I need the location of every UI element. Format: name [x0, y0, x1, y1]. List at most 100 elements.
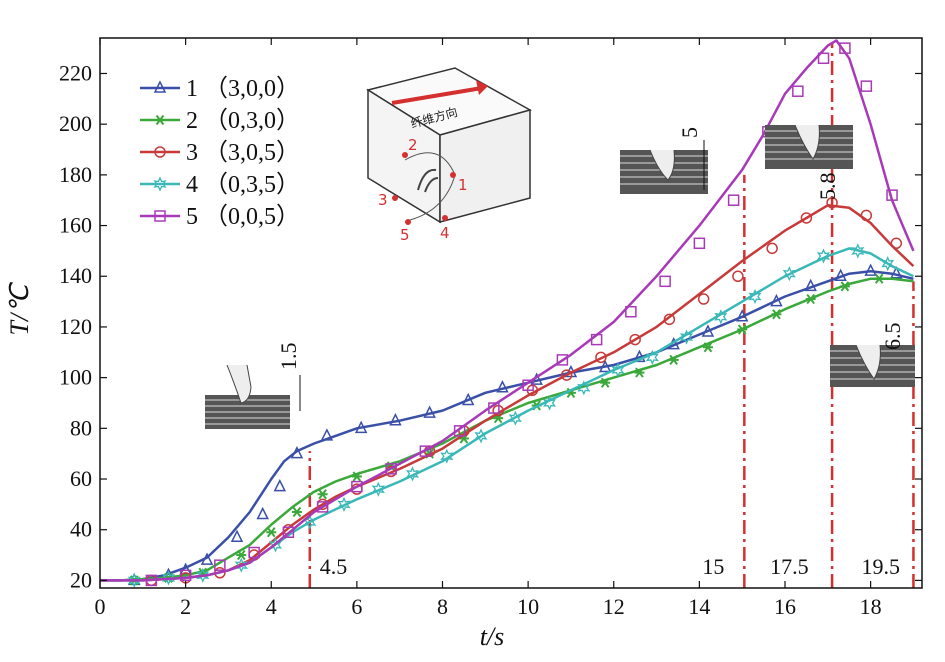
cut-depth-1-5: 1.5 — [276, 343, 301, 371]
series-2-point — [634, 367, 645, 378]
series-1-point — [496, 380, 509, 393]
series-5-point — [179, 569, 192, 582]
series-5-point — [886, 189, 898, 201]
series-1-point — [598, 359, 612, 373]
series-4-point — [851, 243, 865, 259]
series-2-point — [236, 549, 247, 561]
series-4-point — [405, 466, 420, 482]
legend-label-5: 5 （0,0,5） — [186, 204, 300, 230]
vline-label-1: 15 — [702, 554, 724, 579]
legend: 1 （3,0,0） 2 （0,3,0） 3 （3,0,5） 4 （0,3,5） 5 （0… — [140, 76, 300, 230]
y-tick-label: 80 — [70, 415, 92, 440]
series-2-point — [600, 377, 611, 388]
reference-lines: 4.5 15 17.5 19.5 — [308, 43, 915, 588]
inset-point-4: 4 — [440, 224, 450, 242]
x-tick-label: 0 — [95, 594, 106, 619]
legend-marker-5 — [154, 210, 166, 222]
vline-label-0: 4.5 — [320, 554, 348, 579]
series-4-point — [611, 362, 625, 378]
series-1-point — [770, 293, 783, 307]
y-tick-label: 180 — [59, 162, 92, 187]
y-tick-label: 200 — [59, 111, 92, 136]
legend-label-2: 2 （0,3,0） — [186, 108, 300, 134]
legend-label-1: 1 （3,0,0） — [186, 76, 300, 102]
series-5-point — [351, 480, 363, 493]
series-1-point — [423, 405, 436, 418]
series-4-point — [645, 349, 659, 366]
x-tick-label: 8 — [437, 594, 448, 619]
cut-icon-3 — [765, 124, 853, 169]
series-5-point — [590, 333, 603, 346]
series-1-line — [100, 269, 914, 582]
series-2-point — [702, 342, 713, 353]
series-5-point — [693, 237, 706, 250]
series-5-line — [100, 39, 915, 582]
series-1-point — [200, 552, 214, 565]
series-5-point — [453, 425, 466, 437]
series-3-point — [595, 351, 607, 364]
legend-marker-3 — [154, 146, 166, 158]
series-1-point — [834, 268, 847, 281]
series-1-point — [735, 309, 749, 322]
x-tick-label: 10 — [517, 594, 539, 619]
series-1-point — [320, 428, 334, 441]
cut-icon-4 — [830, 344, 915, 387]
x-tick-label: 18 — [860, 594, 882, 619]
series-1-point — [256, 506, 269, 520]
y-tick-label: 60 — [70, 466, 92, 491]
series-5-point — [860, 80, 873, 92]
series-2-point — [351, 471, 362, 482]
series-2-point — [805, 293, 816, 305]
series-4-point — [816, 248, 831, 264]
legend-label-3: 3 （3,0,5） — [186, 140, 300, 166]
vline-label-3: 19.5 — [861, 554, 900, 579]
series-4-point — [748, 288, 762, 305]
series-4-point — [371, 481, 385, 497]
y-axis-label: T/℃ — [5, 282, 34, 336]
series-5-point — [419, 445, 432, 457]
y-tick-label: 20 — [70, 567, 92, 592]
series-1-point — [290, 445, 304, 459]
series-2-line — [100, 277, 914, 582]
series-4-point — [268, 537, 283, 553]
series-4-point — [679, 329, 694, 345]
y-tick-label: 100 — [59, 365, 92, 390]
direction-arrow — [391, 86, 483, 105]
y-tick-label: 140 — [59, 263, 92, 288]
series-3-point — [560, 369, 573, 381]
series-3-point — [860, 209, 873, 222]
series-2-point — [874, 273, 885, 284]
series-5-point — [625, 305, 637, 318]
series-1-point — [701, 324, 715, 337]
cut-depth-5: 5 — [677, 127, 702, 138]
series-3-point — [766, 242, 778, 255]
series-5-point — [792, 85, 804, 97]
series-4-point — [577, 380, 591, 396]
legend-marker-4 — [153, 176, 167, 192]
vline-label-2: 17.5 — [770, 554, 809, 579]
series-3-point — [800, 212, 813, 224]
inset-point-2: 2 — [408, 136, 418, 154]
series-4-point — [508, 410, 522, 426]
series-4-point — [161, 570, 176, 586]
plot-frame — [99, 37, 923, 589]
series-5-point — [282, 526, 295, 538]
inset-point-3: 3 — [378, 191, 388, 209]
series-group — [100, 39, 915, 589]
cut-icon-2 — [620, 140, 708, 194]
series-3-point — [629, 333, 641, 346]
direction-arrowhead — [476, 80, 488, 95]
x-tick-label: 14 — [688, 594, 710, 619]
series-3-line — [100, 204, 915, 582]
series-1-point — [804, 278, 817, 292]
series-3-point — [663, 313, 676, 326]
x-tick-label: 6 — [351, 594, 362, 619]
series-4-point — [234, 557, 248, 573]
cut-icon-1 — [205, 364, 301, 429]
series-2-point — [266, 527, 277, 538]
series-4-point — [440, 448, 454, 464]
series-4-point — [782, 266, 796, 282]
series-2-point — [771, 309, 782, 320]
inset-point-1: 1 — [458, 176, 468, 194]
x-tick-label: 12 — [603, 594, 625, 619]
